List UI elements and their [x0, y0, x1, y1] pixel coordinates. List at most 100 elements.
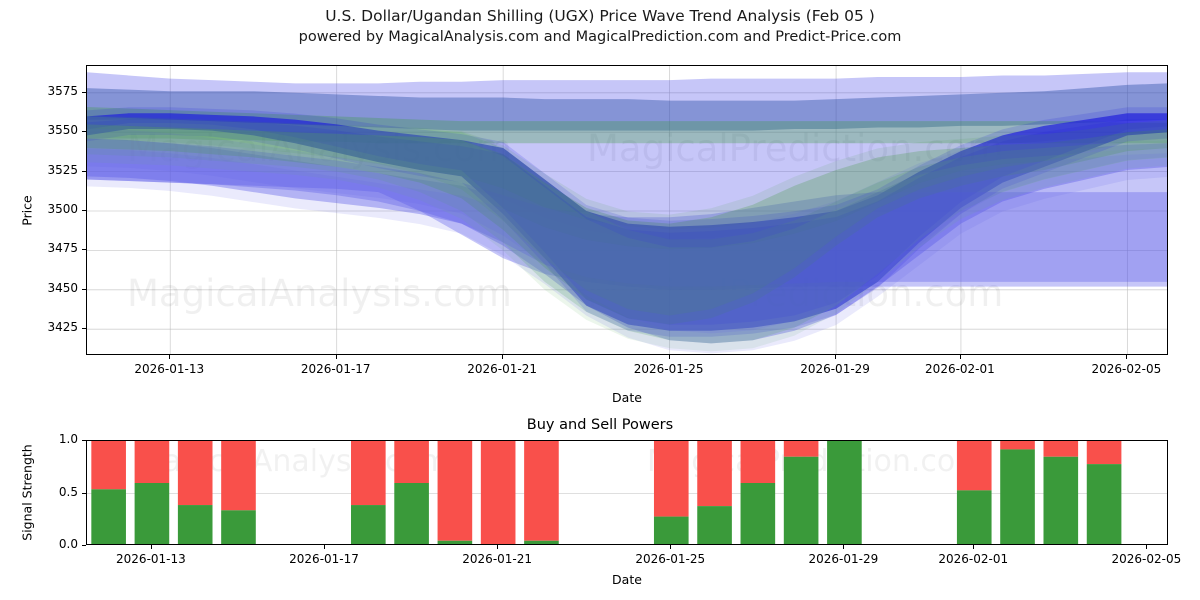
price-band-mid-blue-core: [87, 113, 1167, 331]
price-y-tick-label: 3425: [47, 320, 78, 335]
price-x-tick-label: 2026-02-01: [925, 362, 995, 376]
price-x-axis-label: Date: [612, 390, 642, 405]
buy-power-bar: [697, 506, 732, 544]
buy-power-bar: [437, 540, 473, 544]
signal-x-tick-mark: [150, 545, 152, 549]
buy-power-bar: [1086, 464, 1122, 544]
price-y-tick-mark: [82, 91, 86, 93]
price-wave-panel: MagicalAnalysis.com MagicalPrediction.com…: [20, 65, 1168, 405]
price-y-tick-label: 3550: [47, 123, 78, 138]
sell-power-bar: [437, 441, 473, 541]
buy-power-bar: [221, 510, 256, 544]
page-title: U.S. Dollar/Ugandan Shilling (UGX) Price…: [325, 7, 875, 25]
price-band-upper-blue-band: [87, 83, 1167, 131]
price-y-tick-label: 3500: [47, 202, 78, 216]
sell-power-bar: [697, 441, 732, 507]
signal-y-tick-label: 1.0: [58, 432, 78, 446]
watermark-text: MagicalAnalysis.com: [127, 272, 512, 315]
price-y-tick-label: 3525: [47, 162, 78, 177]
price-plot-area: MagicalAnalysis.com MagicalPrediction.com…: [86, 65, 1168, 355]
signal-y-tick-mark: [82, 440, 86, 441]
signal-x-tick-mark: [497, 545, 499, 549]
sell-power-bar: [351, 441, 386, 506]
watermark-text: MagicalPrediction.com: [587, 127, 1003, 170]
signal-x-tick-mark: [670, 545, 672, 549]
price-y-tick-mark: [82, 131, 86, 133]
page-subtitle: powered by MagicalAnalysis.com and Magic…: [298, 29, 902, 45]
signal-y-tick-label: 0.0: [58, 537, 78, 551]
buy-power-bar: [956, 490, 992, 544]
buy-sell-powers-panel: Buy and Sell Powers MagicalAnalysis.comM…: [0, 400, 1200, 600]
sell-power-bar: [524, 441, 559, 541]
price-x-tick-mark: [1126, 355, 1128, 359]
sell-power-bar: [177, 441, 213, 506]
sell-power-bar: [783, 441, 819, 457]
signal-x-tick-mark: [324, 545, 326, 549]
buy-power-bar: [783, 456, 819, 544]
buy-sell-title: Buy and Sell Powers: [526, 417, 674, 433]
price-x-tick-mark: [169, 355, 171, 359]
price-x-tick-label: 2026-02-05: [1091, 362, 1162, 376]
price-wave-svg: MagicalAnalysis.com MagicalPrediction.com…: [87, 66, 1167, 354]
price-x-tick-label: 2026-01-25: [633, 362, 704, 376]
signal-y-tick-label: 0.5: [58, 484, 78, 499]
sell-power-bar: [653, 441, 689, 517]
signal-x-axis-label: Date: [612, 572, 642, 587]
signal-x-tick-label: 2026-01-13: [116, 552, 186, 566]
price-band-feather: [87, 119, 1167, 337]
sell-power-bar: [91, 441, 126, 490]
price-band-feather: [87, 148, 1167, 354]
signal-x-tick-label: 2026-01-17: [289, 552, 359, 566]
price-x-tick-label: 2026-01-21: [467, 362, 538, 376]
signal-y-tick-mark: [82, 492, 86, 494]
signal-x-tick-mark: [843, 545, 845, 549]
price-x-tick-mark: [502, 355, 504, 359]
buy-power-bar: [351, 505, 386, 544]
price-y-tick-mark: [82, 328, 86, 330]
price-y-tick-label: 3450: [47, 280, 78, 295]
buy-power-bar: [653, 516, 689, 544]
sell-power-bar: [740, 441, 776, 483]
sell-power-bar: [1086, 441, 1122, 465]
price-x-tick-mark: [835, 355, 837, 359]
sell-power-bar: [1000, 441, 1035, 450]
price-band-green-lower-band: [87, 116, 1167, 344]
signal-x-tick-mark: [1146, 545, 1148, 549]
price-y-tick-mark: [82, 170, 86, 172]
price-band-right-recovery-green: [87, 124, 1167, 325]
buy-power-bar: [524, 540, 559, 544]
signal-y-tick-mark: [82, 545, 86, 546]
price-x-tick-mark: [959, 355, 961, 359]
price-band-feather: [87, 107, 1167, 325]
signal-x-tick-label: 2026-02-05: [1111, 552, 1182, 566]
sell-power-bar: [956, 441, 992, 491]
signal-x-tick-label: 2026-01-25: [635, 552, 706, 566]
price-band-lower-violet-band: [87, 138, 1167, 344]
signal-x-tick-label: 2026-02-01: [938, 552, 1009, 566]
price-x-tick-mark: [335, 355, 337, 359]
price-y-tick-label: 3475: [47, 241, 78, 256]
buy-power-bar: [827, 441, 862, 544]
price-x-tick-mark: [668, 355, 670, 359]
signal-x-tick-mark: [973, 545, 975, 549]
chart-title-block: U.S. Dollar/Ugandan Shilling (UGX) Price…: [0, 6, 1200, 47]
buy-power-bar: [1000, 449, 1035, 544]
price-band-feather: [87, 115, 1167, 316]
buy-power-bar: [134, 483, 170, 544]
price-y-tick-mark: [82, 288, 86, 290]
sell-power-bar: [1043, 441, 1079, 457]
sell-power-bar: [480, 441, 516, 544]
sell-power-bar: [134, 441, 170, 483]
buy-power-bar: [740, 483, 776, 544]
price-band-feather: [87, 124, 1167, 352]
price-y-tick-mark: [82, 210, 86, 211]
price-band-feather: [87, 128, 1167, 334]
buy-power-bar: [91, 489, 126, 544]
price-x-tick-label: 2026-01-29: [800, 362, 870, 376]
price-y-tick-label: 3575: [47, 83, 78, 98]
price-x-tick-label: 2026-01-13: [134, 362, 205, 376]
price-y-tick-mark: [82, 249, 86, 251]
